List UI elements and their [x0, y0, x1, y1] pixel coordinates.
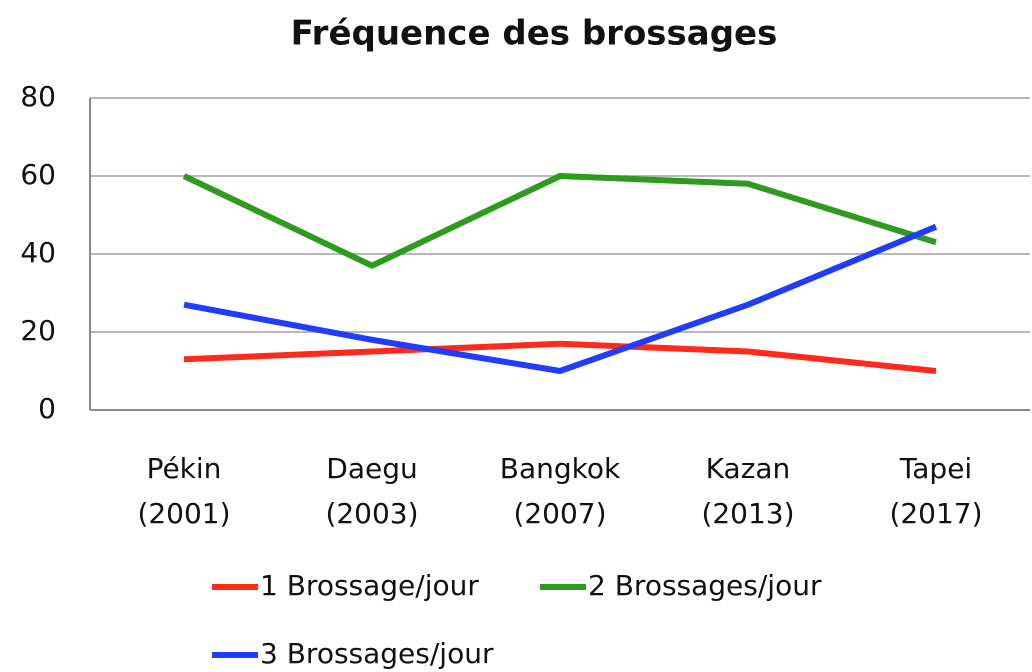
x-tick-label: Pékin (2001) [137, 452, 230, 530]
y-tick-label: 40 [20, 236, 56, 269]
x-tick-label: Kazan (2013) [701, 452, 794, 530]
y-tick-label: 80 [20, 80, 56, 113]
series-line [183, 223, 938, 374]
y-tick-label: 20 [20, 314, 56, 347]
x-tick-label: Tapei (2017) [889, 452, 982, 530]
series-line [182, 173, 937, 269]
y-tick-label: 60 [20, 158, 56, 191]
chart-title: Fréquence des brossages [291, 14, 778, 54]
x-tick-label: Bangkok (2007) [500, 452, 621, 530]
x-tick-label: Daegu (2003) [325, 452, 418, 530]
legend-label: 1 Brossage/jour [260, 569, 479, 602]
legend-label: 3 Brossages/jour [260, 637, 494, 670]
legend-label: 2 Brossages/jour [588, 569, 822, 602]
series-line [183, 340, 937, 374]
y-tick-label: 0 [38, 392, 56, 425]
